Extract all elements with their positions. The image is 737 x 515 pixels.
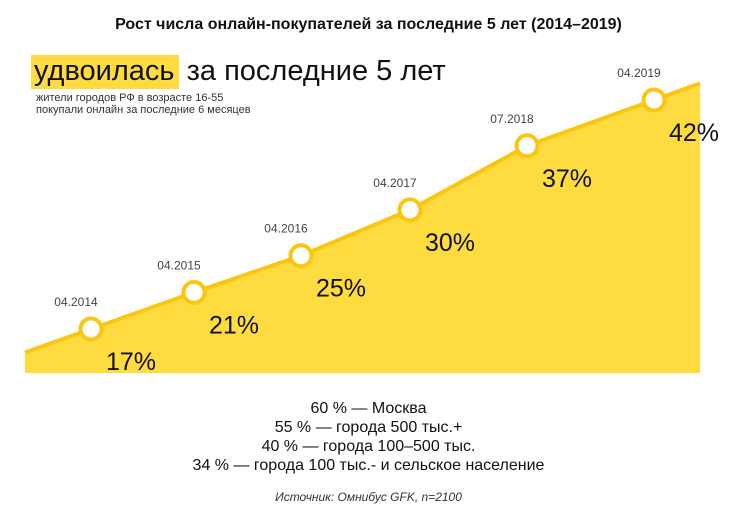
note-100-500k: 40 % — города 100–500 тыс. — [261, 438, 476, 455]
note-moscow: 60 % — Москва — [310, 400, 427, 417]
data-point — [288, 243, 314, 269]
headline-highlight: удвоилась — [31, 55, 179, 89]
headline: удвоилась за последние 5 лет — [31, 55, 446, 89]
subtitle: жители городов РФ в возрасте 16-55 покуп… — [36, 92, 251, 116]
regional-notes: 60 % — Москва 55 % — города 500 тыс.+ 40… — [0, 399, 737, 475]
subtitle-line-2: покупали онлайн за последние 6 месяцев — [36, 104, 251, 116]
subtitle-line-1: жители городов РФ в возрасте 16-55 — [36, 92, 224, 104]
note-small-towns: 34 % — города 100 тыс.- и сельское насел… — [192, 457, 545, 474]
data-point — [78, 316, 104, 342]
date-label: 04.2017 — [373, 176, 417, 190]
date-label: 04.2019 — [617, 66, 661, 80]
chart-title: Рост числа онлайн-покупателей за последн… — [115, 16, 622, 33]
value-label: 30% — [425, 229, 475, 257]
value-label: 21% — [209, 311, 259, 339]
value-label: 37% — [542, 165, 592, 193]
date-label: 04.2015 — [157, 258, 201, 272]
data-point — [514, 133, 540, 159]
source-note: Источник: Омнибус GFK, n=2100 — [275, 490, 462, 504]
value-label: 42% — [669, 119, 719, 147]
data-point — [181, 279, 207, 305]
note-500k: 55 % — города 500 тыс.+ — [274, 419, 463, 436]
date-label: 07.2018 — [490, 112, 534, 126]
date-label: 04.2016 — [264, 222, 308, 236]
headline-rest: за последние 5 лет — [186, 55, 446, 87]
data-point — [397, 197, 423, 223]
series-line — [24, 81, 701, 355]
date-label: 04.2014 — [54, 295, 98, 309]
value-label: 25% — [316, 275, 366, 303]
value-label: 17% — [106, 348, 156, 376]
data-point — [641, 87, 667, 113]
